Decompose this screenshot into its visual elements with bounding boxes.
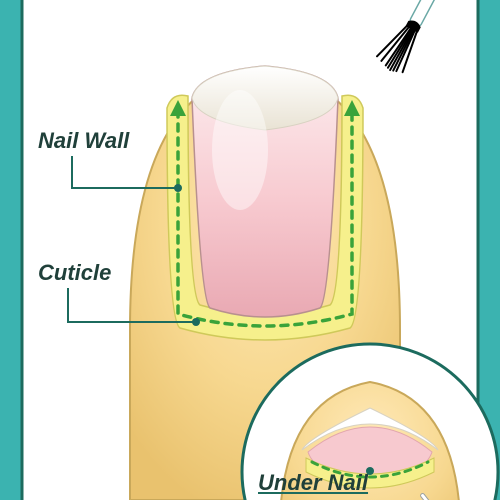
label-under-nail: Under Nail [258,470,368,496]
inset-svg [0,0,500,500]
diagram-page: Nail Wall Cuticle [0,0,500,500]
